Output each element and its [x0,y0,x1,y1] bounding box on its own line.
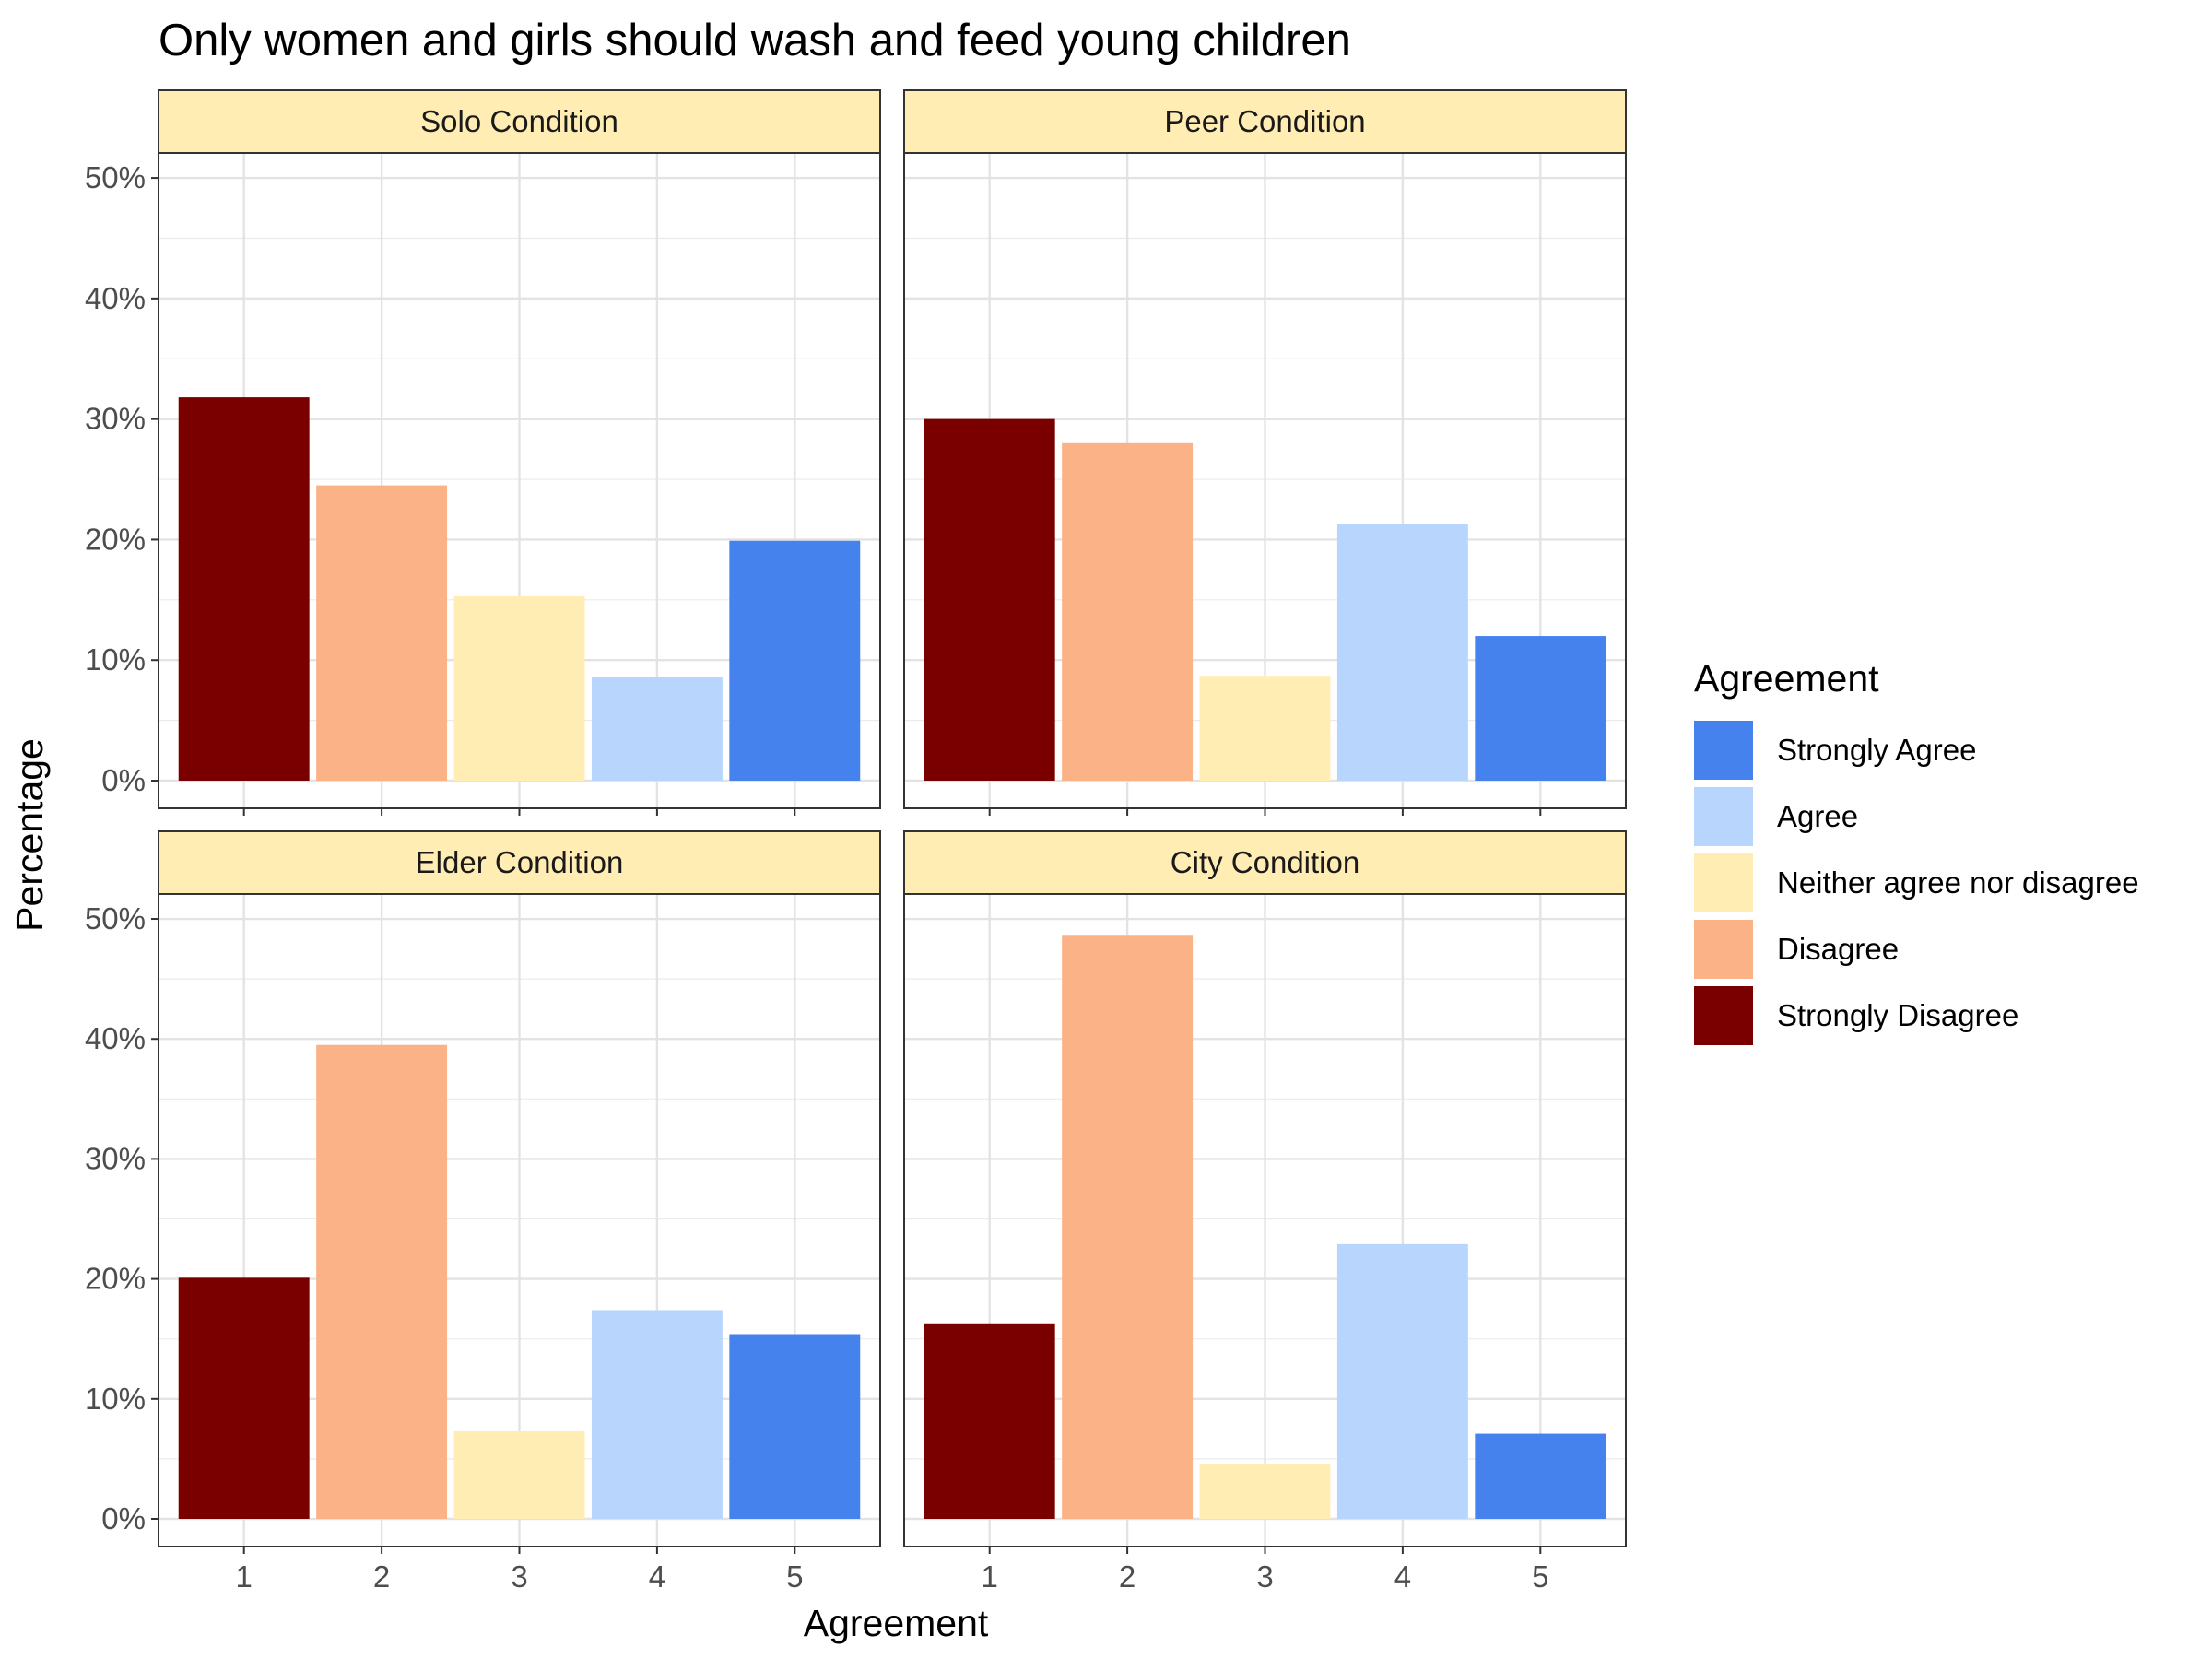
y-tick-label: 0% [101,763,146,797]
facet-panel: City Condition 1 2 3 4 5 [903,830,1627,1594]
legend: Agreement Strongly Agree Agree Neither agr… [1694,657,2139,1045]
legend-key [1694,787,1753,846]
legend-label: Disagree [1777,932,1899,966]
bar [1062,935,1194,1519]
bar [591,1310,723,1519]
facet-strip-label: Peer Condition [1164,104,1365,138]
legend-title: Agreement [1694,657,1879,700]
x-axis-title: Agreement [804,1602,989,1644]
facet-panel: Solo Condition 0% 10% 20% 30% 40% 50% [85,89,881,816]
y-tick-label: 0% [101,1501,146,1535]
x-tick-label: 1 [982,1559,998,1594]
x-tick-label: 3 [511,1559,527,1594]
y-tick-label: 30% [85,402,146,436]
facet-panel: Elder Condition 0% 10% 20% 30% 40% 50% 1 2 3 4 5 [85,830,881,1594]
facet-strip [903,830,1627,895]
y-tick-label: 50% [85,160,146,194]
y-tick-label: 40% [85,1021,146,1055]
facet-strip-label: Solo Condition [420,104,618,138]
y-axis-title: Percentage [8,738,51,932]
chart-title: Only women and girls should wash and fee… [159,16,1351,65]
bar [1336,1243,1468,1519]
y-tick-label: 10% [85,1382,146,1416]
facet-panel: Peer Condition [903,89,1627,816]
x-tick-label: 1 [236,1559,253,1594]
x-tick-label: 5 [786,1559,803,1594]
x-tick-label: 4 [649,1559,665,1594]
legend-label: Strongly Disagree [1777,998,2018,1032]
bar [453,1430,585,1519]
y-tick-label: 30% [85,1141,146,1175]
bar [316,485,448,781]
bar [1336,524,1468,781]
bar [1475,636,1606,781]
bar [1199,1464,1331,1519]
bar [178,1277,310,1519]
legend-label: Agree [1777,799,1858,833]
facet-strip-label: City Condition [1171,845,1359,879]
y-tick-label: 40% [85,281,146,315]
legend-label: Neither agree nor disagree [1777,865,2139,900]
x-tick-label: 2 [373,1559,390,1594]
facet-strip [158,89,881,154]
bar [178,397,310,781]
bar [729,540,861,781]
legend-key [1694,920,1753,979]
legend-key [1694,721,1753,780]
facet-strip [903,89,1627,154]
x-tick-label: 4 [1394,1559,1411,1594]
legend-label: Strongly Agree [1777,733,1976,767]
x-tick-label: 2 [1119,1559,1135,1594]
y-tick-label: 20% [85,1262,146,1296]
y-tick-label: 20% [85,522,146,556]
y-tick-label: 10% [85,642,146,677]
legend-key [1694,986,1753,1045]
bar [453,595,585,781]
x-tick-label: 3 [1256,1559,1273,1594]
bar [591,677,723,781]
facet-strip-label: Elder Condition [416,845,624,879]
x-tick-label: 5 [1532,1559,1548,1594]
y-tick-label: 50% [85,901,146,935]
bar [924,418,1055,781]
bar [316,1044,448,1519]
legend-key [1694,853,1753,912]
bar [729,1334,861,1519]
bar [924,1323,1055,1519]
bar [1475,1433,1606,1519]
bar [1062,442,1194,781]
bar [1199,676,1331,781]
